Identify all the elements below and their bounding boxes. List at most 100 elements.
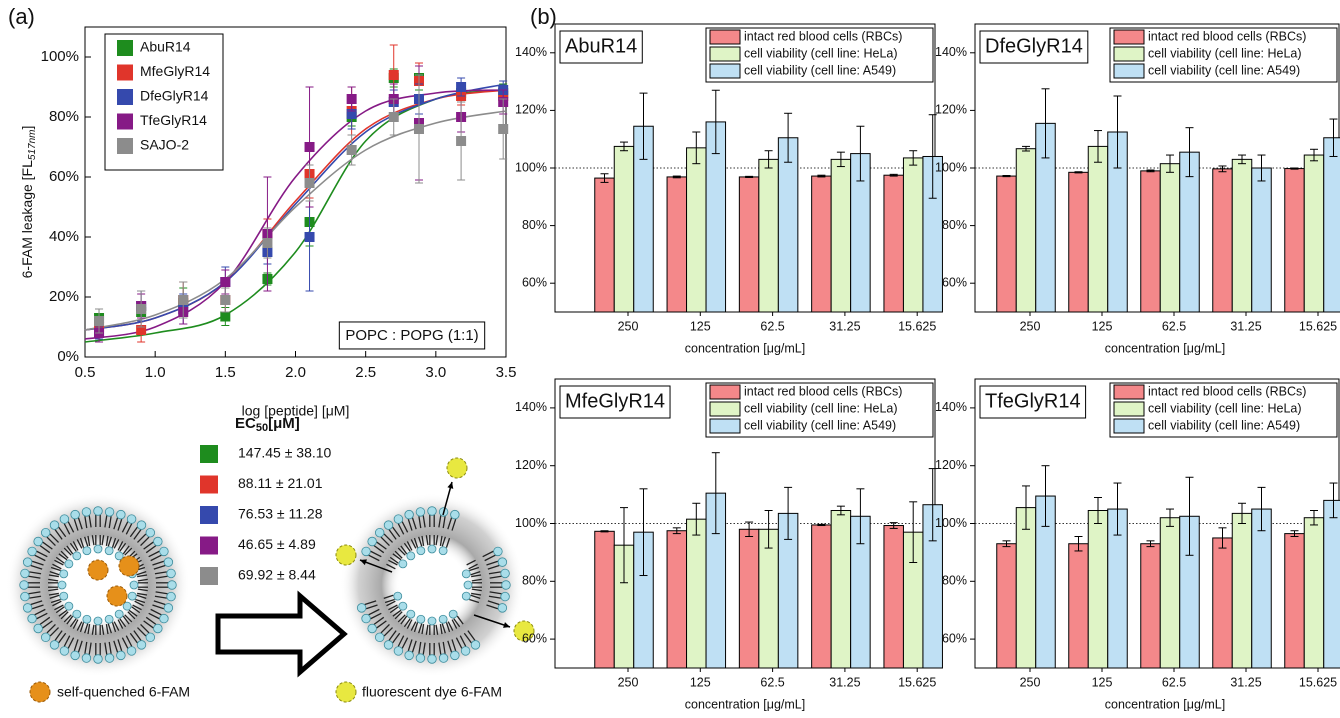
lipid-tail bbox=[397, 635, 405, 647]
lipid-tail bbox=[468, 563, 478, 570]
lipid-tail bbox=[87, 624, 91, 635]
data-point bbox=[304, 178, 315, 188]
lipid-tail bbox=[117, 639, 123, 652]
legend-label: cell viability (cell line: A549) bbox=[1148, 418, 1300, 432]
lipid-tail bbox=[467, 630, 476, 641]
y-tick-label: 40% bbox=[49, 228, 79, 245]
lipid-tail bbox=[469, 598, 480, 604]
lipid-tail bbox=[111, 537, 117, 548]
dye-arrow-head bbox=[503, 622, 510, 628]
lipid-tail bbox=[117, 518, 123, 531]
lipid-tail bbox=[442, 516, 446, 529]
bar bbox=[1159, 163, 1181, 313]
lipid-tail bbox=[380, 536, 390, 547]
process-arrow bbox=[215, 590, 348, 678]
bar bbox=[613, 145, 635, 313]
lipid-head bbox=[438, 614, 448, 624]
error-bar bbox=[1257, 154, 1266, 182]
lipid-tail bbox=[489, 591, 502, 595]
data-point bbox=[304, 142, 315, 152]
lipid-head bbox=[116, 509, 126, 520]
lipid-head bbox=[33, 536, 43, 547]
lipid-tail bbox=[66, 545, 74, 555]
lipid-head bbox=[104, 546, 114, 556]
x-tick-label: 15.625 bbox=[1299, 675, 1337, 689]
lipid-tail bbox=[438, 642, 442, 655]
lipid-tail bbox=[400, 615, 408, 625]
lipid-tail bbox=[400, 545, 408, 555]
lipid-tail bbox=[124, 547, 133, 556]
lipid-tail bbox=[373, 545, 385, 554]
lipid-tail bbox=[463, 632, 472, 644]
lipid-tail bbox=[383, 594, 394, 599]
y-tick-label: 100% bbox=[41, 48, 79, 65]
y-tick-label: 120% bbox=[935, 458, 967, 472]
lipid-head bbox=[40, 632, 51, 643]
bar bbox=[1323, 499, 1340, 669]
legend-label: SAJO-2 bbox=[140, 137, 189, 153]
legend-swatch bbox=[709, 384, 741, 400]
lipid-head bbox=[64, 559, 74, 569]
lipid-tail bbox=[42, 541, 53, 550]
lipid-tail bbox=[392, 609, 402, 617]
lipid-tail bbox=[101, 535, 105, 546]
y-tick-label: 20% bbox=[49, 288, 79, 305]
lipid-tail bbox=[76, 539, 83, 549]
lipid-head bbox=[393, 514, 404, 524]
lipid-head bbox=[104, 614, 114, 624]
lipid-head bbox=[59, 514, 70, 524]
annotation-box bbox=[338, 321, 486, 350]
data-point bbox=[220, 277, 231, 287]
lipid-tail bbox=[30, 564, 43, 570]
y-axis-label-sub: 517nm bbox=[27, 130, 38, 161]
lipid-tail bbox=[152, 560, 165, 566]
error-bar bbox=[928, 468, 937, 542]
lipid-tail bbox=[63, 635, 71, 647]
ec50-label: EC bbox=[235, 415, 256, 432]
lipid-tail bbox=[435, 624, 439, 635]
lipid-tail bbox=[67, 521, 75, 533]
lipid-head bbox=[126, 646, 137, 656]
lipid-head bbox=[361, 613, 371, 624]
error-bar bbox=[856, 125, 865, 182]
y-tick-label: 60% bbox=[522, 275, 547, 289]
lipid-tail bbox=[111, 622, 117, 633]
lipid-tail bbox=[54, 630, 63, 641]
lipid-tail bbox=[137, 588, 148, 592]
lipid-head bbox=[163, 557, 174, 567]
data-point bbox=[136, 304, 147, 314]
legend-swatch bbox=[117, 138, 133, 154]
lipid-head bbox=[19, 580, 29, 590]
lipid-tail bbox=[394, 611, 403, 620]
lipid-tail bbox=[50, 598, 61, 604]
x-tick-label: 2.0 bbox=[285, 364, 306, 381]
legend-swatch bbox=[709, 46, 741, 62]
error-bar bbox=[1238, 154, 1246, 165]
lipid-tail bbox=[155, 591, 168, 595]
lipid-head bbox=[93, 506, 103, 516]
lipid-tail bbox=[84, 516, 88, 529]
lipid-head bbox=[493, 546, 503, 557]
lipid-head bbox=[497, 557, 508, 567]
error-bar bbox=[1022, 485, 1030, 530]
lipid-tail bbox=[134, 600, 144, 607]
lipid-tail bbox=[113, 621, 120, 631]
bar bbox=[1068, 543, 1089, 669]
error-bar bbox=[1074, 171, 1083, 174]
lipid-head bbox=[448, 609, 458, 619]
ec50-sub: 50 bbox=[256, 422, 268, 434]
ec50-swatch bbox=[200, 506, 218, 524]
bar bbox=[902, 157, 924, 313]
error-bar bbox=[1257, 486, 1266, 532]
fit-curve bbox=[84, 89, 507, 340]
data-point bbox=[456, 82, 467, 92]
dye-quenched bbox=[118, 555, 140, 577]
lipid-tail bbox=[63, 523, 71, 535]
lipid-head bbox=[393, 591, 403, 601]
ec50-swatch bbox=[200, 445, 218, 463]
lipid-tail bbox=[153, 600, 166, 606]
bar bbox=[996, 175, 1017, 313]
lipid-tail bbox=[36, 550, 48, 558]
lipid-head bbox=[450, 509, 460, 520]
lipid-tail bbox=[150, 554, 162, 562]
